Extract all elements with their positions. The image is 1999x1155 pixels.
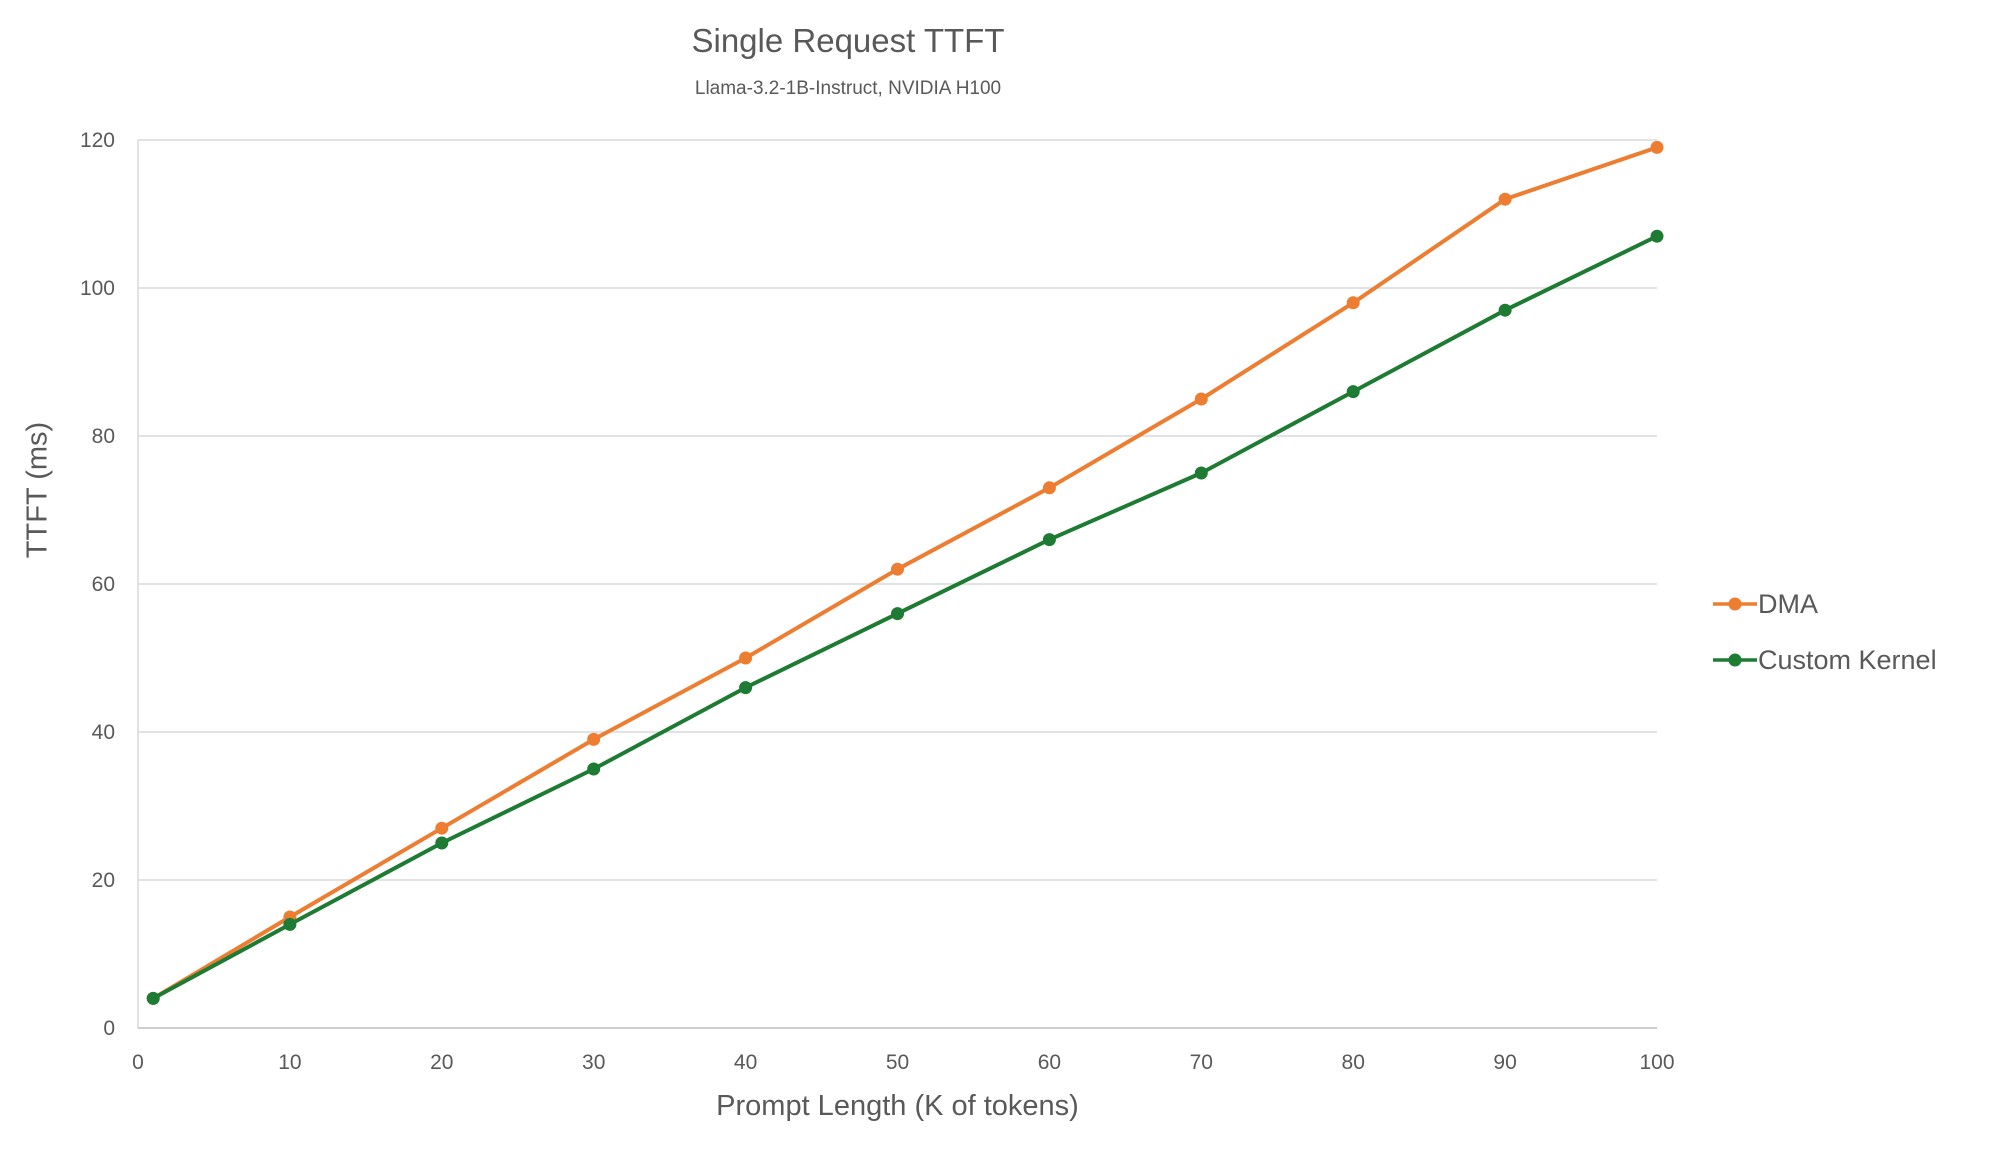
legend: DMA Custom Kernel (1712, 584, 1937, 680)
data-point-dma-x30 (587, 732, 601, 746)
data-point-dma-x20 (435, 821, 449, 835)
data-point-custom-kernel-x30 (587, 762, 601, 776)
legend-item-dma: DMA (1712, 584, 1937, 624)
y-tick-label-0: 0 (103, 1017, 115, 1040)
data-point-custom-kernel-x80 (1346, 385, 1360, 399)
series-line-custom-kernel (151, 234, 1659, 1001)
data-point-dma-x90 (1498, 192, 1512, 206)
data-point-custom-kernel-x20 (435, 836, 449, 850)
y-tick-label-60: 60 (92, 573, 115, 596)
data-point-custom-kernel-x90 (1498, 303, 1512, 317)
legend-item-custom-kernel: Custom Kernel (1712, 640, 1937, 680)
data-point-custom-kernel-x40 (739, 681, 753, 695)
chart-subtitle: Llama-3.2-1B-Instruct, NVIDIA H100 (694, 78, 1002, 99)
data-point-dma-x70 (1194, 392, 1208, 406)
chart-title: Single Request TTFT (691, 22, 1005, 59)
data-point-dma-x100 (1650, 140, 1664, 154)
x-tick-label-50: 50 (886, 1051, 909, 1074)
data-point-custom-kernel-x50 (891, 607, 904, 621)
x-tick-label-90: 90 (1493, 1051, 1516, 1074)
x-tick-label-70: 70 (1190, 1051, 1213, 1074)
x-tick-label-100: 100 (1639, 1051, 1674, 1074)
data-point-dma-x50 (891, 562, 904, 576)
custom-kernel-series-marker-icon (1713, 653, 1757, 667)
x-tick-label-20: 20 (430, 1051, 453, 1074)
y-tick-label-100: 100 (80, 277, 115, 300)
x-tick-label-60: 60 (1038, 1051, 1061, 1074)
data-point-dma-x60 (1042, 481, 1056, 495)
x-tick-label-10: 10 (278, 1051, 301, 1074)
y-tick-label-120: 120 (80, 129, 115, 152)
data-point-custom-kernel-x70 (1194, 466, 1208, 480)
x-axis-title: Prompt Length (K of tokens) (716, 1090, 1079, 1122)
x-tick-label-80: 80 (1342, 1051, 1365, 1074)
x-tick-label-40: 40 (734, 1051, 757, 1074)
dma-series-marker-icon (1713, 597, 1757, 611)
legend-label-dma: DMA (1758, 588, 1818, 619)
data-point-dma-x80 (1346, 296, 1360, 310)
data-point-custom-kernel-x10 (283, 917, 297, 931)
x-tick-label-0: 0 (132, 1051, 144, 1074)
x-tick-label-30: 30 (582, 1051, 605, 1074)
y-tick-label-20: 20 (92, 869, 115, 892)
series-line-dma (151, 145, 1659, 1001)
y-tick-label-40: 40 (92, 721, 115, 744)
data-point-dma-x40 (739, 651, 753, 665)
y-tick-label-80: 80 (92, 425, 115, 448)
legend-label-custom-kernel: Custom Kernel (1758, 644, 1937, 675)
data-point-custom-kernel-x60 (1042, 533, 1056, 547)
data-point-custom-kernel-x100 (1650, 229, 1664, 243)
data-point-custom-kernel-x1 (146, 991, 160, 1005)
